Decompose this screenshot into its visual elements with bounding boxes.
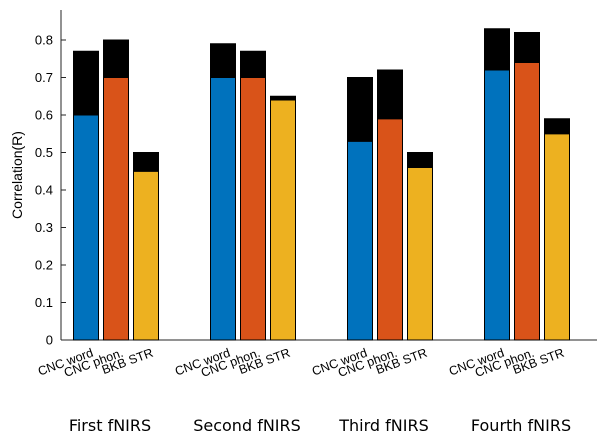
group-label: First fNIRS [69,416,151,435]
group-label: Fourth fNIRS [471,416,571,435]
bar-bkb-str-base [133,170,159,341]
y-tick-label: 0.8 [35,33,53,48]
bar-cnc-phon--base [103,77,129,341]
y-tick-label: 0.4 [35,183,53,198]
bar-cnc-word-increment [210,43,236,78]
y-tick-label: 0.3 [35,220,53,235]
bar-cnc-word-increment [484,28,510,71]
bar-cnc-phon--base [240,77,266,341]
y-tick-label: 0.6 [35,108,53,123]
bar-cnc-word-base [73,114,99,341]
bar-cnc-word-base [347,140,373,341]
y-tick-label: 0.2 [35,258,53,273]
bar-cnc-phon--increment [377,69,403,120]
bar-bkb-str-increment [407,152,433,168]
bar-bkb-str-increment [133,152,159,172]
bar-bkb-str-base [407,167,433,341]
group-label: Third fNIRS [338,416,429,435]
bar-cnc-phon--increment [514,32,540,63]
bar-bkb-str-base [544,133,570,341]
bar-cnc-phon--increment [240,50,266,78]
bar-cnc-word-base [484,69,510,341]
y-tick-label: 0.7 [35,70,53,85]
y-axis-title: Correlation(R) [9,131,25,219]
bar-cnc-word-increment [347,77,373,142]
bar-cnc-phon--increment [103,39,129,78]
group-label: Second fNIRS [193,416,301,435]
y-tick-label: 0.5 [35,145,53,160]
bar-bkb-str-base [270,99,296,341]
y-tick-label: 0 [46,333,53,348]
bar-cnc-word-increment [73,50,99,116]
bar-cnc-phon--base [514,62,540,341]
bar-cnc-word-base [210,77,236,341]
y-tick-label: 0.1 [35,295,53,310]
bar-bkb-str-increment [270,95,296,101]
bar-cnc-phon--base [377,118,403,341]
bar-bkb-str-increment [544,118,570,135]
